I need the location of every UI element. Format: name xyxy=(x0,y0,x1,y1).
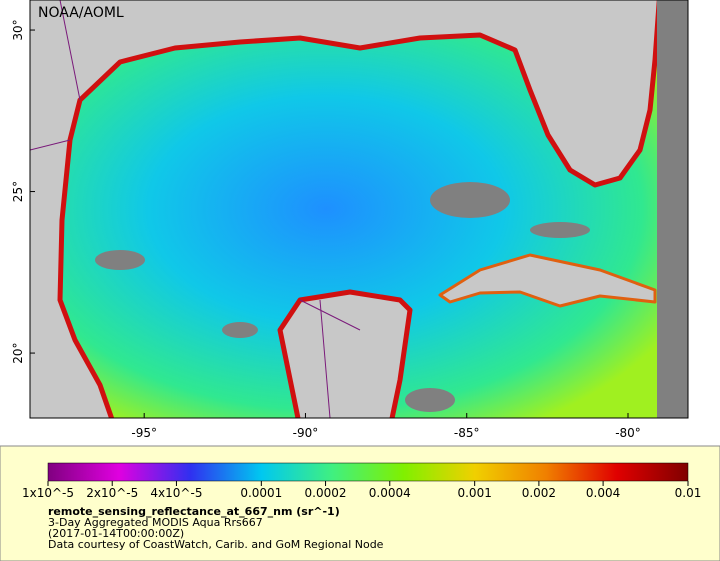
cloud-gaps xyxy=(95,182,590,412)
no-data xyxy=(657,0,688,418)
map-frame xyxy=(29,0,689,419)
colorbar-tick-label: 0.0002 xyxy=(305,486,347,500)
land-yucatan xyxy=(277,289,413,418)
lon-tick-label: -90° xyxy=(293,426,319,440)
colorbar-tick-label: 0.01 xyxy=(675,486,702,500)
colorbar-tick-label: 0.0004 xyxy=(369,486,411,500)
map xyxy=(30,0,688,418)
caption-source: Data courtesy of CoastWatch, Carib. and … xyxy=(48,538,384,551)
colorbar-tick-label: 0.0001 xyxy=(240,486,282,500)
land-cuba xyxy=(438,253,657,308)
borders xyxy=(30,0,361,418)
caption-variable: remote_sensing_reflectance_at_667_nm (sr… xyxy=(48,505,340,518)
credit: NOAA/AOML xyxy=(38,5,124,21)
lat-tick-label: 30° xyxy=(11,19,25,40)
colorbar-tick-label: 0.001 xyxy=(457,486,491,500)
caption-time: (2017-01-14T00:00:00Z) xyxy=(48,527,184,540)
lon-tick-label: -95° xyxy=(131,426,157,440)
caption-product: 3-Day Aggregated MODIS Aqua Rrs667 xyxy=(48,516,263,529)
lon-tick-label: -80° xyxy=(615,426,641,440)
colorbar-tick-label: 1x10^-5 xyxy=(22,486,74,500)
lat-tick-label: 20° xyxy=(11,342,25,363)
colorbar-tick-label: 0.002 xyxy=(522,486,556,500)
land-north-west xyxy=(30,0,662,418)
colorbar xyxy=(47,462,689,482)
lat-tick-label: 25° xyxy=(11,181,25,202)
colorbar-tick-label: 0.004 xyxy=(586,486,620,500)
colorbar-tick-label: 2x10^-5 xyxy=(86,486,138,500)
lon-tick-label: -85° xyxy=(454,426,480,440)
colorbar-tick-label: 4x10^-5 xyxy=(150,486,202,500)
